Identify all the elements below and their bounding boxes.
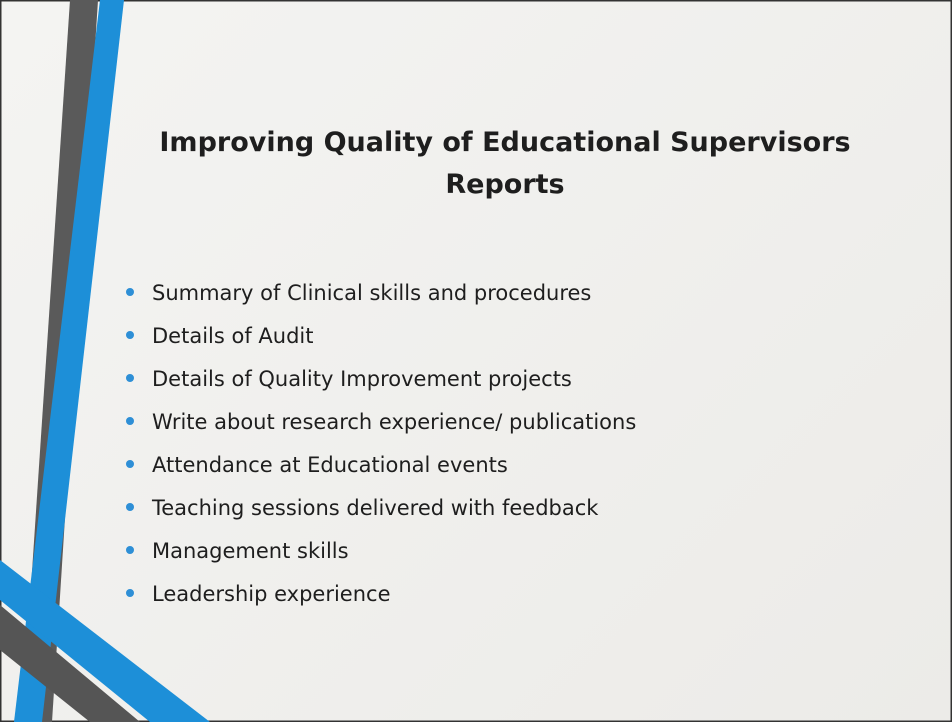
bullet-item: Summary of Clinical skills and procedure… [126, 276, 636, 319]
bullet-item: Details of Quality Improvement projects [126, 362, 636, 405]
gray-corner [0, 605, 140, 722]
bullet-item: Management skills [126, 534, 636, 577]
slide-title: Improving Quality of Educational Supervi… [159, 127, 851, 200]
blue-corner [0, 560, 210, 722]
bullet-item: Attendance at Educational events [126, 448, 636, 491]
bullet-list: Summary of Clinical skills and procedure… [126, 276, 636, 620]
blue-stripe [14, 0, 124, 722]
bullet-item: Teaching sessions delivered with feedbac… [126, 491, 636, 534]
bullet-item: Write about research experience/ publica… [126, 405, 636, 448]
bullet-item: Leadership experience [126, 577, 636, 620]
bullet-item: Details of Audit [126, 319, 636, 362]
